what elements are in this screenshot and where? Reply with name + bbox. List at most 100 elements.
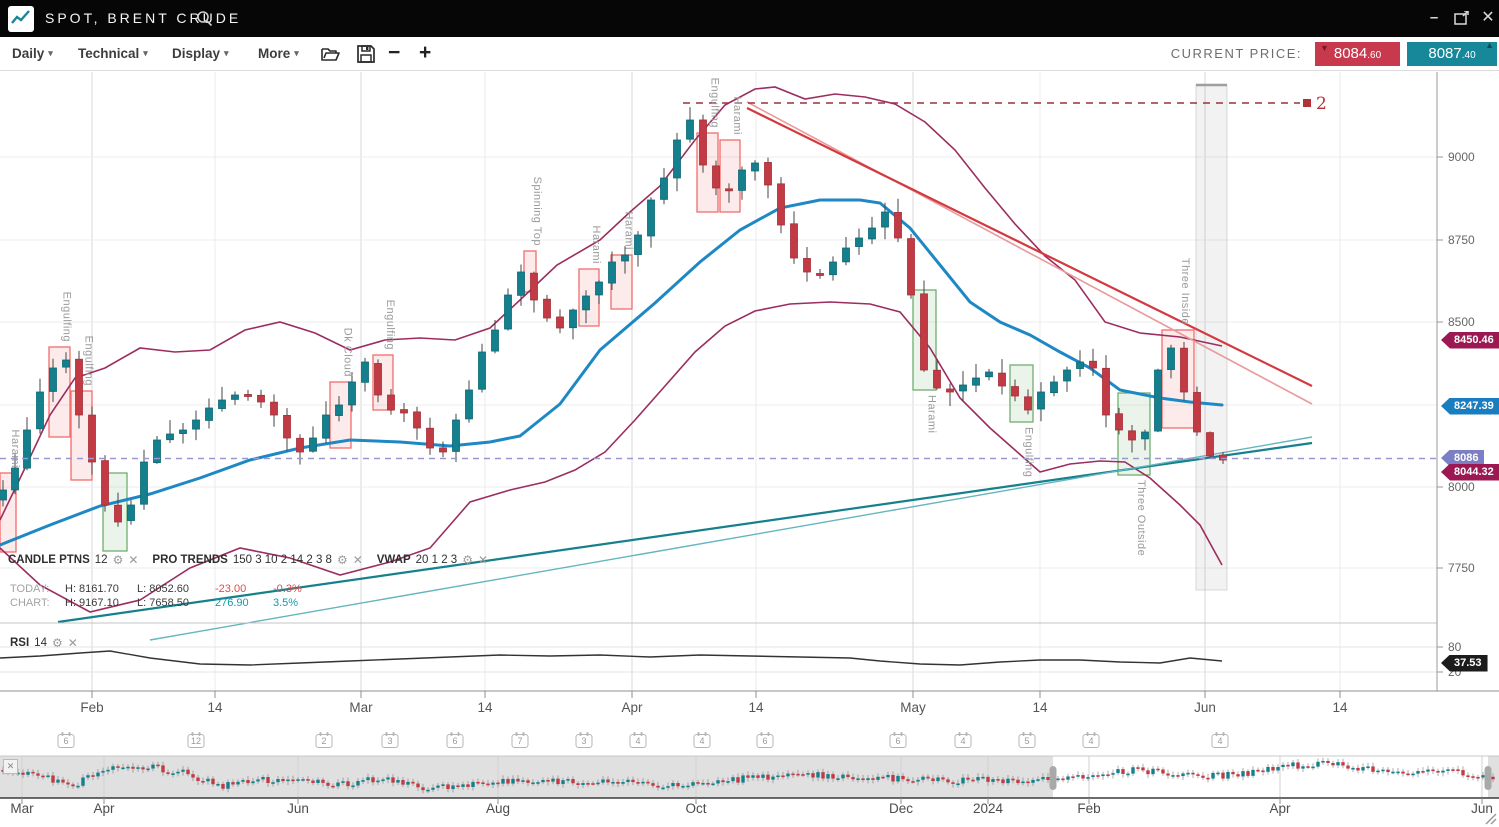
calendar-event-badge[interactable]: 6 <box>57 732 75 748</box>
nav-candle-body <box>1106 774 1110 777</box>
candle-body <box>1193 392 1201 433</box>
nav-candle-body <box>841 774 845 779</box>
calendar-event-badge[interactable]: 4 <box>954 732 972 748</box>
nav-candle-body <box>706 782 710 785</box>
search-icon[interactable] <box>196 10 213 32</box>
nav-candle-body <box>901 775 905 780</box>
calendar-event-badge[interactable]: 6 <box>889 732 907 748</box>
gear-icon[interactable]: ⚙ <box>336 553 348 567</box>
candle-body <box>205 407 213 421</box>
nav-candle-body <box>486 783 490 786</box>
candle-body <box>855 237 863 247</box>
pattern-label: Dk Cloud <box>342 328 354 377</box>
navigator-handle[interactable] <box>1484 766 1492 790</box>
close-icon[interactable]: ✕ <box>67 636 78 650</box>
resize-grip-icon <box>1485 813 1497 825</box>
nav-candle-body <box>236 781 240 785</box>
nav-candle-body <box>461 784 465 787</box>
calendar-event-badge[interactable]: 6 <box>446 732 464 748</box>
candle-body <box>920 293 928 371</box>
nav-candle-body <box>796 773 800 776</box>
nav-candle-body <box>951 782 955 784</box>
calendar-event-badge[interactable]: 7 <box>511 732 529 748</box>
nav-candle-body <box>416 783 420 788</box>
calendar-event-badge[interactable]: 4 <box>1082 732 1100 748</box>
nav-candle-body <box>1206 777 1210 780</box>
candle-body <box>842 247 850 263</box>
level-annotation-label: 2 <box>1316 94 1327 114</box>
nav-candle-body <box>1076 775 1080 777</box>
menu-more[interactable]: More ▾ <box>258 46 299 61</box>
nav-candle-body <box>596 782 600 785</box>
calendar-event-badge[interactable]: 4 <box>1211 732 1229 748</box>
nav-candle-body <box>441 784 445 786</box>
calendar-event-badge[interactable]: 3 <box>575 732 593 748</box>
gear-icon[interactable]: ⚙ <box>51 636 63 650</box>
calendar-event-badge[interactable]: 2 <box>315 732 333 748</box>
candle-body <box>725 188 733 192</box>
open-folder-icon[interactable] <box>321 45 341 67</box>
nav-candle-body <box>326 782 330 786</box>
zoom-out-icon[interactable]: − <box>388 41 401 64</box>
minimize-button[interactable]: – <box>1429 9 1439 26</box>
nav-candle-body <box>1161 769 1165 774</box>
zoom-in-icon[interactable]: + <box>419 41 432 64</box>
nav-candle-body <box>341 781 345 783</box>
nav-candle-body <box>406 781 410 785</box>
nav-candle-body <box>926 776 930 779</box>
nav-candle-body <box>861 778 865 781</box>
price-axis-label: 8750 <box>1448 233 1475 247</box>
candle-body <box>1115 413 1123 431</box>
nav-candle-body <box>1151 768 1155 775</box>
nav-candle-body <box>1201 775 1205 778</box>
popout-icon[interactable] <box>1450 0 1474 37</box>
calendar-event-badge[interactable]: 4 <box>693 732 711 748</box>
gear-icon[interactable]: ⚙ <box>112 553 124 567</box>
price-level-badge: 37.53 <box>1441 654 1488 672</box>
nav-candle-body <box>1086 777 1090 779</box>
nav-candle-body <box>426 789 430 792</box>
nav-candle-body <box>506 778 510 784</box>
nav-candle-body <box>1431 769 1435 772</box>
pattern-label: Harami <box>623 212 635 250</box>
nav-candle-body <box>221 783 225 789</box>
nav-candle-body <box>241 780 245 782</box>
nav-candle-body <box>1381 769 1385 772</box>
candle-body <box>985 371 993 378</box>
nav-candle-body <box>1216 772 1220 775</box>
menu-interval[interactable]: Daily ▾ <box>12 46 53 61</box>
nav-candle-body <box>1281 764 1285 768</box>
gear-icon[interactable]: ⚙ <box>462 553 473 567</box>
calendar-event-badge[interactable]: 3 <box>381 732 399 748</box>
close-button[interactable]: ✕ <box>1481 9 1495 26</box>
nav-candle-body <box>171 773 175 775</box>
nav-candle-body <box>216 783 220 786</box>
nav-candle-body <box>581 783 585 785</box>
indicator-legend-row: CANDLE PTNS 12 ⚙ ✕ PRO TRENDS 150 3 10 2 1… <box>8 553 488 567</box>
nav-candle-body <box>1181 773 1185 777</box>
nav-candle-body <box>556 778 560 785</box>
nav-candle-body <box>531 782 535 785</box>
trend-line <box>746 107 1313 387</box>
calendar-event-badge[interactable]: 5 <box>1018 732 1036 748</box>
price-level-badge: 8086 <box>1441 449 1485 467</box>
calendar-event-badge[interactable]: 12 <box>187 732 205 748</box>
menu-technical[interactable]: Technical ▾ <box>78 46 148 61</box>
navigator-handle[interactable] <box>1049 766 1057 790</box>
nav-candle-body <box>1291 762 1295 767</box>
close-icon[interactable]: ✕ <box>477 553 489 567</box>
nav-candle-body <box>1456 769 1460 771</box>
close-icon[interactable]: ✕ <box>352 553 363 567</box>
calendar-event-badge[interactable]: 6 <box>756 732 774 748</box>
candle-body <box>569 309 577 329</box>
nav-candle-body <box>716 780 720 784</box>
save-icon[interactable] <box>357 45 375 68</box>
menu-display[interactable]: Display ▾ <box>172 46 229 61</box>
navigator-close-button[interactable]: ✕ <box>3 759 18 774</box>
nav-candle-body <box>606 779 610 783</box>
calendar-event-badge[interactable]: 4 <box>629 732 647 748</box>
nav-candle-body <box>966 777 970 780</box>
close-icon[interactable]: ✕ <box>128 553 139 567</box>
